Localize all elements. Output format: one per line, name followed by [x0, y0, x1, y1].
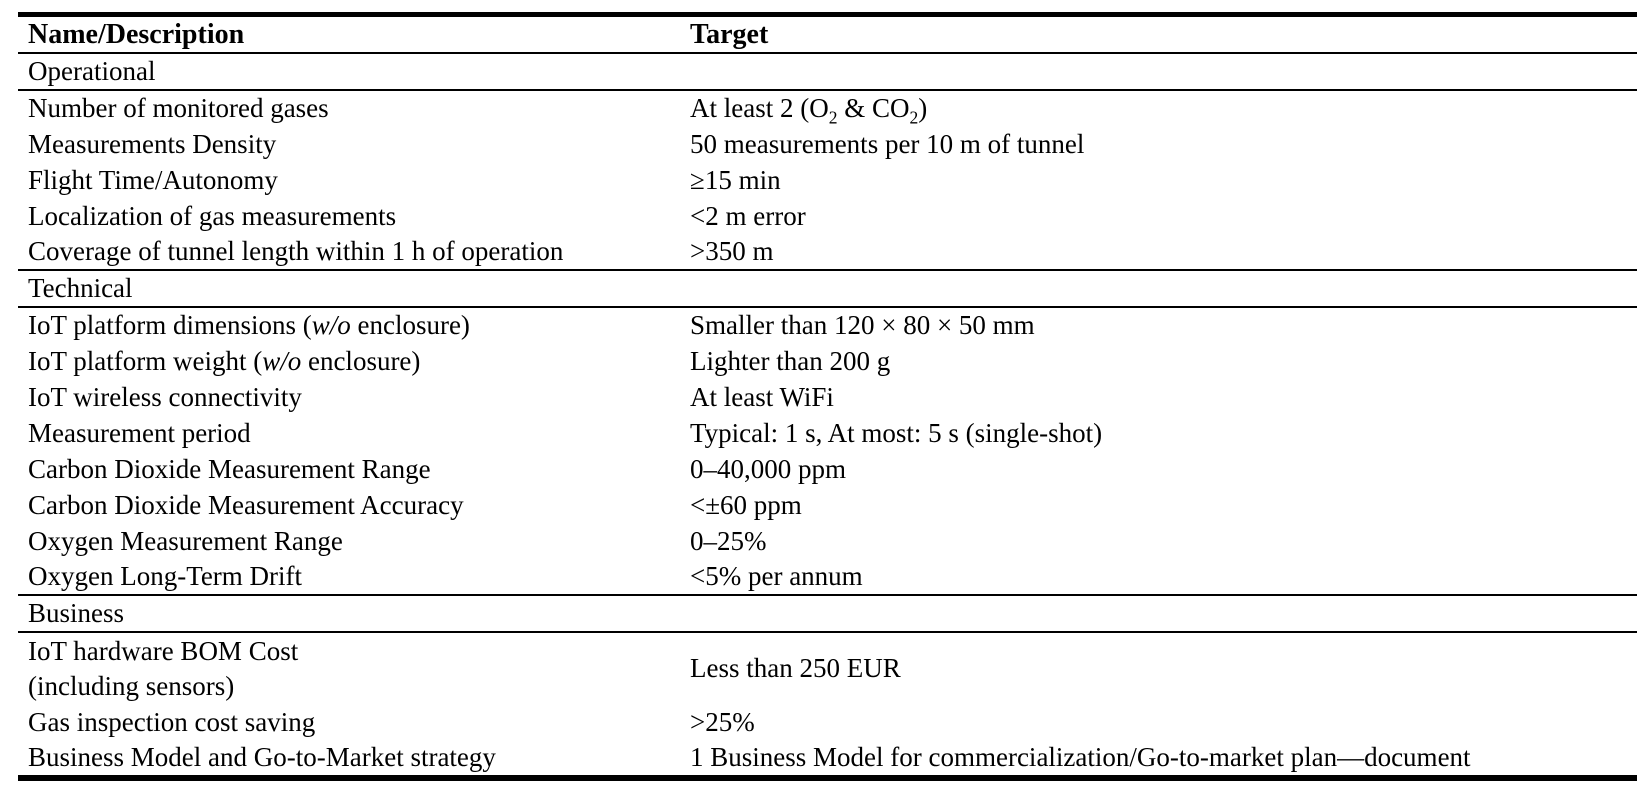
table-row: Flight Time/Autonomy ≥15 min [18, 162, 1637, 198]
table-row: Carbon Dioxide Measurement Accuracy <±60… [18, 487, 1637, 523]
name-text-italic: w/o [311, 310, 351, 340]
row-target: Smaller than 120 × 80 × 50 mm [690, 310, 1035, 340]
table-row: IoT hardware BOM Cost (including sensors… [18, 632, 1637, 704]
row-target: 0–25% [690, 525, 767, 556]
table-row: IoT wireless connectivity At least WiFi [18, 379, 1637, 415]
row-target: Lighter than 200 g [690, 345, 891, 376]
name-text: IoT platform dimensions ( [28, 310, 312, 340]
section-label: Business [28, 598, 125, 628]
row-target: ≥15 min [690, 164, 781, 195]
table-row: Measurement period Typical: 1 s, At most… [18, 415, 1637, 451]
subscript-2: 2 [909, 107, 919, 128]
row-target: >350 m [690, 236, 774, 266]
row-name: IoT platform dimensions (w/o enclosure) [18, 307, 680, 343]
name-text-italic: w/o [262, 345, 302, 376]
row-target: At least WiFi [690, 381, 834, 412]
row-name: Measurements Density [28, 128, 277, 159]
row-target: <±60 ppm [690, 489, 802, 520]
row-target: 0–40,000 ppm [690, 453, 847, 484]
table-row: Localization of gas measurements <2 m er… [18, 198, 1637, 234]
table-row: IoT platform weight (w/o enclosure) Ligh… [18, 343, 1637, 379]
row-name: Localization of gas measurements [28, 200, 397, 231]
row-name: Number of monitored gases [28, 93, 329, 123]
row-target: >25% [690, 706, 755, 737]
name-text: enclosure) [350, 310, 470, 340]
table-row: Measurements Density 50 measurements per… [18, 126, 1637, 162]
name-text: IoT platform weight ( [28, 345, 263, 376]
row-name: Carbon Dioxide Measurement Range [28, 453, 431, 484]
column-header-name-description: Name/Description [28, 19, 245, 50]
name-line-2: (including sensors) [28, 670, 235, 701]
name-text: enclosure) [301, 345, 421, 376]
row-name: Carbon Dioxide Measurement Accuracy [28, 489, 464, 520]
requirements-table: Name/Description Target Operational Numb… [18, 12, 1637, 781]
row-name: IoT platform weight (w/o enclosure) [18, 343, 680, 379]
table-row: IoT platform dimensions (w/o enclosure) … [18, 307, 1637, 343]
section-row-operational: Operational [18, 53, 1637, 90]
target-text: ) [918, 93, 928, 123]
row-name: Oxygen Measurement Range [28, 525, 343, 556]
table-row: Number of monitored gases At least 2 (O2… [18, 90, 1637, 126]
table-row: Business Model and Go-to-Market strategy… [18, 740, 1637, 778]
row-name: Oxygen Long-Term Drift [28, 561, 303, 591]
row-name: Business Model and Go-to-Market strategy [28, 742, 496, 772]
table-row: Oxygen Measurement Range 0–25% [18, 523, 1637, 559]
table-row: Coverage of tunnel length within 1 h of … [18, 234, 1637, 270]
subscript-2: 2 [828, 107, 838, 128]
row-name: Measurement period [28, 417, 251, 448]
table-header-row: Name/Description Target [18, 15, 1637, 53]
row-target: <5% per annum [690, 561, 863, 591]
row-target: 50 measurements per 10 m of tunnel [690, 128, 1085, 159]
target-text: At least 2 (O [690, 93, 829, 123]
row-name: Coverage of tunnel length within 1 h of … [28, 236, 564, 266]
section-label: Operational [28, 56, 156, 86]
section-row-technical: Technical [18, 270, 1637, 307]
row-target: 1 Business Model for commercialization/G… [690, 742, 1471, 772]
column-header-target: Target [690, 19, 769, 50]
row-target: Typical: 1 s, At most: 5 s (single-shot) [690, 417, 1103, 448]
name-line-1: IoT hardware BOM Cost [28, 635, 299, 666]
table-row: Carbon Dioxide Measurement Range 0–40,00… [18, 451, 1637, 487]
table-row: Gas inspection cost saving >25% [18, 704, 1637, 740]
row-name: Gas inspection cost saving [28, 706, 316, 737]
target-text: & CO [837, 93, 910, 123]
row-name: Flight Time/Autonomy [28, 164, 278, 195]
row-target: <2 m error [690, 200, 806, 231]
table-row: Oxygen Long-Term Drift <5% per annum [18, 559, 1637, 595]
row-name: IoT hardware BOM Cost (including sensors… [18, 632, 680, 704]
row-name: IoT wireless connectivity [28, 381, 302, 412]
section-label: Technical [28, 273, 133, 303]
section-row-business: Business [18, 595, 1637, 632]
row-target: Less than 250 EUR [690, 653, 901, 683]
row-target: At least 2 (O2 & CO2) [680, 90, 1637, 126]
